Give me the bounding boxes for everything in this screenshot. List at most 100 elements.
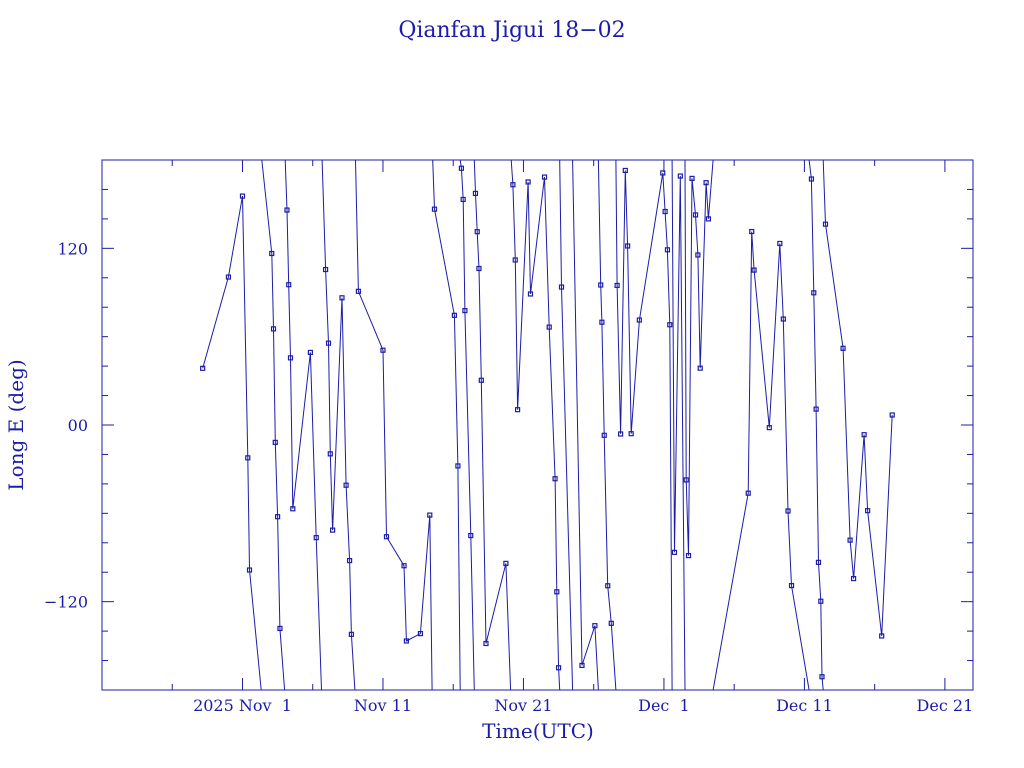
data-point bbox=[664, 247, 671, 253]
series-layer bbox=[200, 159, 895, 691]
data-point bbox=[614, 282, 620, 289]
data-point bbox=[225, 274, 232, 280]
series-line-5 bbox=[355, 159, 433, 691]
data-point bbox=[628, 431, 634, 437]
data-point bbox=[865, 508, 871, 514]
data-point bbox=[347, 557, 353, 564]
data-point bbox=[458, 165, 465, 171]
data-point bbox=[343, 482, 349, 488]
series-line-9 bbox=[510, 159, 561, 691]
data-point bbox=[355, 288, 361, 294]
data-point bbox=[695, 252, 701, 258]
data-point bbox=[474, 229, 480, 235]
data-point bbox=[777, 240, 783, 247]
data-point bbox=[689, 175, 695, 182]
series-line-3 bbox=[284, 159, 322, 691]
data-point bbox=[417, 631, 424, 637]
data-point bbox=[270, 326, 277, 332]
data-point bbox=[879, 633, 885, 639]
data-point bbox=[598, 282, 604, 288]
y-tick-label: −120 bbox=[44, 593, 88, 612]
x-axis: 2025 Nov 1 Nov 11 Nov 21 Dec 1 Dec 11 Dec 21 bbox=[101, 160, 974, 715]
data-point bbox=[476, 265, 482, 272]
y-axis: 120 00 −120 bbox=[44, 159, 973, 691]
series-line-10 bbox=[559, 159, 574, 691]
data-point bbox=[749, 228, 755, 235]
data-point bbox=[275, 514, 281, 520]
data-point bbox=[325, 340, 332, 346]
data-point bbox=[339, 295, 345, 301]
series-line-6 bbox=[432, 159, 461, 691]
data-point bbox=[819, 674, 825, 680]
x-tick-label: Dec 21 bbox=[917, 696, 974, 715]
data-point bbox=[348, 631, 354, 637]
data-point bbox=[383, 534, 390, 540]
data-point bbox=[618, 431, 624, 437]
data-point bbox=[546, 324, 552, 330]
data-point bbox=[705, 216, 712, 222]
data-point bbox=[766, 425, 772, 431]
data-point bbox=[785, 508, 791, 514]
data-point bbox=[512, 257, 518, 263]
data-point bbox=[847, 537, 853, 543]
data-point bbox=[451, 312, 457, 318]
series-line-17 bbox=[808, 159, 824, 691]
data-point bbox=[514, 407, 521, 413]
y-tick-label: 120 bbox=[57, 239, 88, 258]
series-line-13 bbox=[615, 159, 673, 691]
data-point bbox=[483, 640, 489, 647]
data-point bbox=[541, 174, 548, 180]
data-point bbox=[330, 527, 336, 533]
data-point bbox=[608, 620, 614, 626]
x-tick-label: Dec 1 bbox=[638, 696, 690, 715]
data-point bbox=[861, 432, 867, 438]
data-point bbox=[788, 583, 795, 589]
data-point bbox=[554, 589, 560, 595]
data-point bbox=[277, 625, 283, 632]
y-axis-label: Long E (deg) bbox=[4, 359, 28, 490]
data-point bbox=[579, 662, 585, 669]
data-point bbox=[671, 549, 678, 555]
data-point bbox=[431, 206, 438, 212]
data-point bbox=[427, 512, 433, 518]
data-point bbox=[327, 451, 333, 457]
data-point bbox=[245, 455, 251, 461]
data-point bbox=[478, 377, 484, 383]
x-tick-label: Nov 21 bbox=[494, 696, 552, 715]
data-point bbox=[552, 476, 558, 482]
data-point bbox=[200, 365, 206, 371]
data-point bbox=[510, 182, 516, 188]
data-point bbox=[290, 506, 296, 512]
data-point bbox=[403, 638, 409, 644]
chart-title: Qianfan Jigui 18−02 bbox=[398, 18, 625, 43]
data-point bbox=[692, 212, 699, 218]
series-line-18 bbox=[822, 159, 893, 637]
data-point bbox=[269, 250, 275, 257]
data-point bbox=[525, 179, 531, 185]
data-point bbox=[815, 559, 822, 565]
data-point bbox=[286, 282, 292, 288]
data-point bbox=[813, 406, 819, 412]
data-point bbox=[601, 432, 607, 438]
data-point bbox=[401, 563, 407, 569]
data-point bbox=[380, 347, 386, 353]
data-point bbox=[527, 291, 534, 297]
data-point bbox=[703, 180, 709, 186]
series-line-8 bbox=[473, 159, 512, 691]
x-tick-label: 2025 Nov 1 bbox=[193, 696, 292, 715]
data-point bbox=[818, 598, 824, 604]
x-tick-label: Nov 11 bbox=[354, 696, 412, 715]
series-line-12 bbox=[597, 159, 617, 691]
data-point bbox=[677, 173, 683, 179]
data-point bbox=[455, 463, 461, 469]
data-point bbox=[745, 490, 751, 496]
data-point bbox=[462, 308, 468, 314]
data-point bbox=[323, 266, 329, 273]
data-point bbox=[662, 208, 668, 215]
series-line-1 bbox=[202, 196, 262, 691]
data-point bbox=[558, 284, 565, 290]
data-point bbox=[683, 477, 689, 483]
data-point bbox=[592, 623, 598, 629]
series-line-14 bbox=[671, 159, 686, 691]
